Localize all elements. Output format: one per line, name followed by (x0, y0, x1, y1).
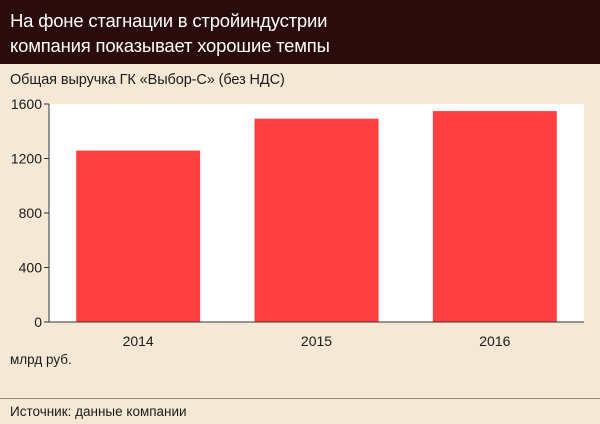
y-tick-label: 1200 (11, 151, 42, 167)
chart-header: На фоне стагнации в стройиндустрии компа… (0, 0, 600, 64)
bar-2016 (432, 111, 557, 323)
y-tick-label: 400 (19, 260, 43, 276)
unit-label: млрд руб. (10, 352, 72, 367)
footer-divider (0, 398, 600, 399)
x-tick-label: 2014 (123, 333, 154, 349)
x-tick-label: 2015 (301, 333, 332, 349)
header-title-line-2: компания показывает хорошие темпы (10, 35, 330, 56)
source-note: Источник: данные компании (10, 404, 187, 419)
bar-2014 (76, 150, 201, 322)
y-tick-label: 800 (19, 205, 43, 221)
x-tick-label: 2016 (479, 333, 510, 349)
bar-2015 (254, 118, 379, 322)
y-tick-label: 1600 (11, 96, 42, 112)
header-title-line-1: На фоне стагнации в стройиндустрии (10, 10, 328, 31)
chart-title: Общая выручка ГК «Выбор-С» (без НДС) (10, 72, 285, 88)
y-tick-label: 0 (34, 314, 42, 330)
